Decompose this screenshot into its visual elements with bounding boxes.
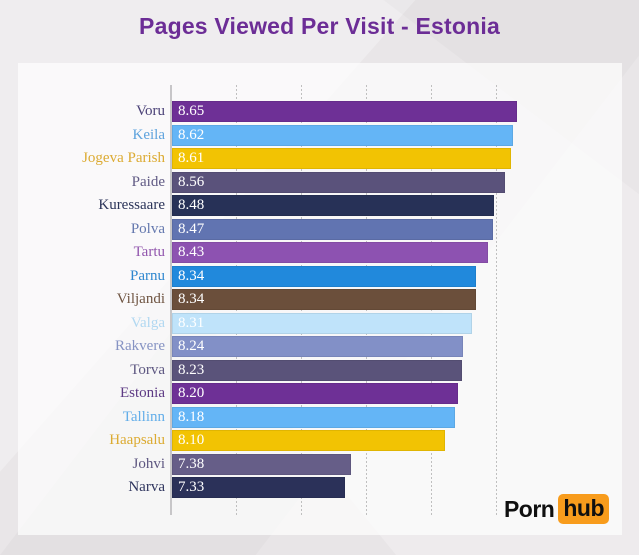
bar-row: Paide 8.56 — [18, 171, 622, 193]
bar-row: Torva 8.23 — [18, 359, 622, 381]
bar-row: Johvi 7.38 — [18, 453, 622, 475]
bar: 8.62 — [172, 124, 513, 146]
bar-row: Haapsalu 8.10 — [18, 430, 622, 451]
bar: 7.33 — [172, 477, 345, 498]
bar-value-label: 8.10 — [178, 432, 205, 448]
bar: 8.10 — [172, 430, 445, 451]
bar: 8.47 — [172, 218, 494, 240]
bar: 8.20 — [172, 383, 458, 404]
bar-value-label: 8.34 — [178, 267, 205, 284]
bar-value-label: 8.65 — [178, 103, 205, 119]
bar: 8.43 — [172, 242, 488, 263]
category-label: Viljandi — [116, 291, 165, 307]
category-label: Parnu — [130, 267, 165, 284]
bar-row: Rakvere 8.24 — [18, 336, 622, 357]
bar: 8.65 — [172, 101, 517, 122]
category-label: Tartu — [133, 244, 165, 260]
bar: 8.18 — [172, 406, 456, 428]
bar-row: Kuressaare 8.48 — [18, 195, 622, 216]
logo-text-hub: hub — [558, 494, 609, 524]
bar: 8.24 — [172, 336, 464, 357]
category-label: Narva — [128, 479, 165, 495]
bar-rows: Voru 8.65 Keila 8.62 Jogeva Parish 8.61 Paide 8… — [18, 101, 622, 501]
category-label: Voru — [136, 103, 165, 119]
bar-value-label: 8.43 — [178, 244, 205, 260]
bar-value-label: 8.20 — [178, 385, 205, 401]
category-label: Kuressaare — [98, 197, 165, 213]
bar-row: Tartu 8.43 — [18, 242, 622, 263]
bar-row: Parnu 8.34 — [18, 265, 622, 287]
chart-panel: Voru 8.65 Keila 8.62 Jogeva Parish 8.61 Paide 8… — [18, 63, 622, 535]
bar-row: Narva 7.33 — [18, 477, 622, 498]
bar-value-label: 8.61 — [178, 150, 205, 166]
category-label: Estonia — [120, 385, 165, 401]
category-label: Polva — [130, 220, 165, 237]
bar-value-label: 8.31 — [178, 314, 205, 331]
category-label: Haapsalu — [109, 432, 165, 448]
category-label: Johvi — [132, 455, 165, 472]
bar-value-label: 7.33 — [178, 479, 205, 495]
bar: 8.61 — [172, 148, 512, 169]
bar-row: Valga 8.31 — [18, 312, 622, 334]
category-label: Torva — [130, 361, 165, 378]
logo-text-porn: Porn — [503, 495, 555, 522]
bar-row: Polva 8.47 — [18, 218, 622, 240]
bar-row: Jogeva Parish 8.61 — [18, 148, 622, 169]
bar-row: Viljandi 8.34 — [18, 289, 622, 310]
bar-value-label: 8.18 — [178, 408, 205, 425]
category-label: Keila — [132, 126, 165, 143]
bar-row: Tallinn 8.18 — [18, 406, 622, 428]
bar: 8.34 — [172, 289, 477, 310]
bar: 8.23 — [172, 359, 462, 381]
y-axis-line — [170, 85, 172, 515]
bar-value-label: 8.23 — [178, 361, 205, 378]
category-label: Tallinn — [122, 408, 165, 425]
bar-value-label: 8.56 — [178, 173, 205, 190]
bar: 8.56 — [172, 171, 505, 193]
bar: 8.48 — [172, 195, 495, 216]
category-label: Jogeva Parish — [82, 150, 165, 166]
pornhub-logo: Porn hub — [504, 494, 609, 524]
bar-row: Keila 8.62 — [18, 124, 622, 146]
chart-title: Pages Viewed Per Visit - Estonia — [139, 13, 500, 39]
bar: 8.31 — [172, 312, 473, 334]
bar-value-label: 7.38 — [178, 455, 205, 472]
bar-value-label: 8.62 — [178, 126, 205, 143]
category-label: Paide — [131, 173, 165, 190]
bar-value-label: 8.47 — [178, 220, 205, 237]
bar: 8.34 — [172, 265, 477, 287]
bar-row: Voru 8.65 — [18, 101, 622, 122]
bar: 7.38 — [172, 453, 352, 475]
category-label: Rakvere — [115, 338, 165, 354]
bar-value-label: 8.48 — [178, 197, 205, 213]
gridline — [496, 85, 497, 515]
category-label: Valga — [130, 314, 165, 331]
bar-value-label: 8.34 — [178, 291, 205, 307]
bar-row: Estonia 8.20 — [18, 383, 622, 404]
bar-value-label: 8.24 — [178, 338, 205, 354]
